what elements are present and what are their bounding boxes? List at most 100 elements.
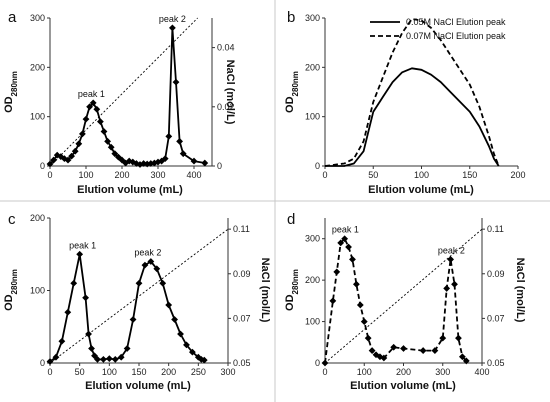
data-point-marker: [50, 156, 57, 164]
data-point-marker: [135, 279, 143, 287]
peak-annotation: peak 1: [78, 89, 105, 99]
y-axis-title-main: OD: [3, 294, 15, 311]
data-point-marker: [105, 355, 113, 363]
x-tick-label: 100: [357, 367, 372, 377]
x-tick-label: 0: [322, 170, 327, 180]
data-point-marker: [94, 355, 101, 363]
data-point-marker: [380, 354, 388, 362]
y-axis-title: OD280nm: [284, 71, 300, 113]
x-tick-label: 300: [435, 367, 450, 377]
data-point-marker: [86, 103, 93, 111]
data-point-marker: [153, 265, 161, 273]
data-point-marker: [100, 355, 107, 363]
data-point-marker: [400, 345, 407, 352]
data-point-marker: [455, 334, 462, 342]
data-point-marker: [122, 159, 129, 167]
data-point-marker: [147, 258, 155, 265]
legend-entry: 0.07M NaCl Elution peak: [406, 31, 506, 41]
x-tick-label: 150: [131, 367, 146, 377]
x-tick-label: 200: [161, 367, 176, 377]
peak-annotation: peak 1: [69, 240, 96, 250]
x-tick-label: 100: [78, 170, 93, 180]
data-point-marker: [58, 337, 66, 345]
y2-tick-label: 0.09: [487, 269, 505, 279]
x-tick-label: 200: [510, 170, 525, 180]
x-tick-label: 400: [474, 367, 489, 377]
data-point-marker: [189, 348, 196, 356]
data-point-marker: [345, 243, 352, 251]
panel-c: c 0 50 100 150 200 250 300 0 100 200 0.05 0.07 0.09 0.…: [3, 211, 271, 392]
y-tick-label: 0: [315, 358, 320, 368]
data-point-marker: [125, 157, 133, 165]
data-point-marker: [88, 345, 95, 352]
y2-tick-label: 0.11: [487, 224, 504, 234]
y-axis-title-subscript: 280nm: [291, 71, 300, 96]
data-point-marker: [341, 235, 349, 243]
y-axis-title-main: OD: [284, 294, 296, 311]
y2-tick-label: 0: [217, 161, 222, 171]
x-tick-label: 50: [75, 367, 85, 377]
data-point-marker: [82, 294, 89, 302]
data-point-marker: [117, 353, 125, 361]
data-point-marker: [443, 285, 451, 292]
y-tick-label: 100: [30, 112, 45, 122]
data-point-marker: [159, 279, 167, 287]
x-tick-label: 250: [191, 367, 206, 377]
data-point-marker: [129, 316, 137, 323]
y-axis-title-subscript: 280nm: [10, 71, 19, 96]
data-point-marker: [115, 153, 122, 161]
data-point-marker: [52, 353, 60, 361]
data-point-marker: [172, 78, 180, 86]
y-axis-title-subscript: 280nm: [10, 269, 19, 294]
data-point-marker: [133, 160, 140, 167]
data-point-marker: [61, 155, 68, 162]
data-point-marker: [46, 358, 54, 365]
y2-tick-label: 0.11: [233, 224, 250, 234]
x-tick-label: 50: [368, 170, 378, 180]
data-point-marker: [68, 152, 75, 160]
data-point-marker: [356, 301, 364, 309]
data-point-marker: [390, 343, 398, 351]
y-tick-label: 200: [305, 62, 320, 72]
data-point-marker: [333, 268, 341, 276]
panel-label: c: [8, 211, 16, 228]
data-point-marker: [364, 334, 372, 342]
data-point-marker: [89, 99, 97, 107]
data-point-marker: [161, 155, 169, 162]
data-point-marker: [165, 301, 173, 309]
data-point-marker: [70, 279, 78, 287]
x-tick-label: 200: [114, 170, 129, 180]
y-tick-label: 0: [40, 358, 45, 368]
data-point-marker: [151, 159, 158, 167]
panel-d: d 0 100 200 300 400 0 100 200 300 0.05 0.07 0.09 0.11…: [284, 211, 526, 392]
data-point-marker: [76, 250, 84, 258]
data-point-marker: [431, 347, 439, 354]
data-point-marker: [349, 256, 356, 263]
x-axis-title: Elution volume (mL): [85, 380, 191, 392]
y-tick-label: 0: [40, 161, 45, 171]
data-point-marker: [197, 355, 205, 363]
panel-label: b: [287, 9, 295, 26]
y-tick-label: 200: [30, 62, 45, 72]
data-point-marker: [200, 356, 208, 364]
y2-tick-label: 0.07: [233, 313, 251, 323]
y-tick-label: 100: [305, 112, 320, 122]
y-tick-label: 300: [305, 13, 320, 23]
y2-axis-title: NaCl (mol/L): [514, 258, 526, 323]
peak-annotation: peak 2: [159, 14, 186, 24]
data-point-marker: [368, 347, 376, 354]
panel-label: a: [8, 9, 17, 26]
data-point-marker: [177, 330, 184, 338]
data-point-marker: [165, 133, 173, 140]
y-axis-title: OD280nm: [284, 269, 300, 311]
x-tick-label: 150: [462, 170, 477, 180]
x-axis-title: Elution volume (mL): [368, 184, 474, 196]
data-point-marker: [143, 160, 151, 168]
data-point-marker: [353, 280, 360, 288]
y-tick-label: 100: [30, 286, 45, 296]
data-point-marker: [71, 147, 79, 155]
x-axis-title: Elution volume (mL): [77, 184, 183, 196]
y2-tick-label: 0.02: [217, 102, 235, 112]
series-line-0: [49, 26, 205, 166]
